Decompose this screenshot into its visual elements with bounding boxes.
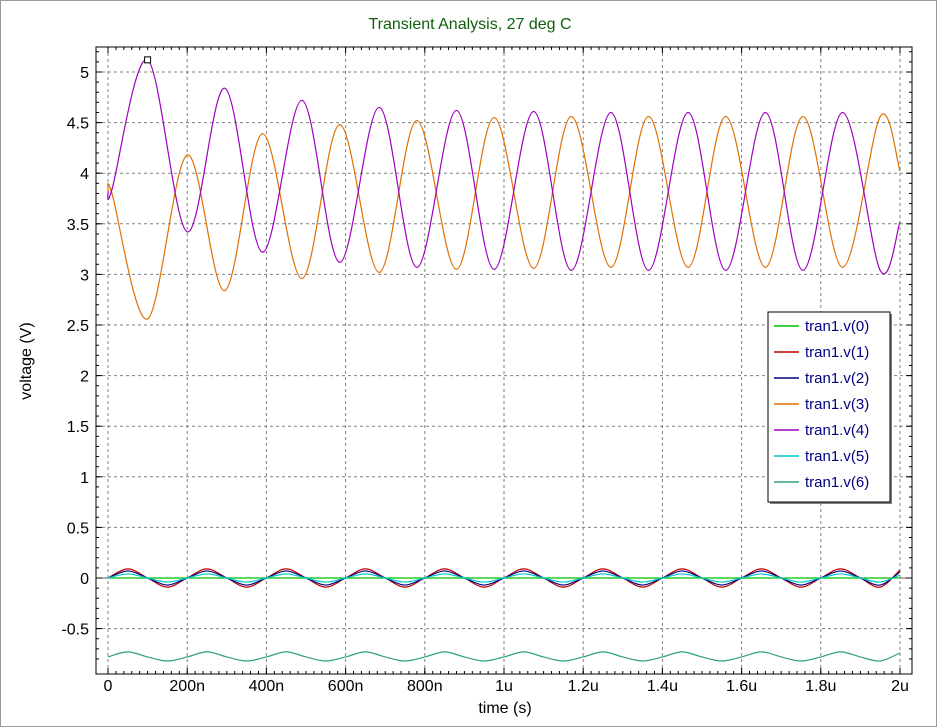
legend-entry-label: tran1.v(5) bbox=[805, 448, 869, 465]
x-tick-label: 1.6u bbox=[726, 678, 757, 695]
y-tick-label: 0 bbox=[80, 571, 89, 588]
chart-title: Transient Analysis, 27 deg C bbox=[368, 16, 571, 33]
series-group bbox=[107, 56, 901, 662]
y-tick-label: 3.5 bbox=[67, 217, 89, 234]
y-tick-label: 5 bbox=[80, 65, 89, 82]
legend-entry-label: tran1.v(1) bbox=[805, 344, 869, 361]
legend-entry-label: tran1.v(0) bbox=[805, 318, 869, 335]
series-line-3 bbox=[107, 113, 901, 320]
x-axis: 0 200n 400n 600n 800n 1u 1.2u 1.4u 1.6u 1.8u 2u bbox=[104, 47, 909, 695]
x-tick-label: 400n bbox=[249, 678, 285, 695]
y-tick-label: 2.5 bbox=[67, 318, 89, 335]
series-line-6 bbox=[107, 651, 901, 662]
y-axis-label: voltage (V) bbox=[18, 322, 35, 399]
y-tick-label: 1 bbox=[80, 470, 89, 487]
legend-entry-label: tran1.v(6) bbox=[805, 474, 869, 491]
cursor-marker[interactable] bbox=[144, 56, 152, 64]
legend-entry-label: tran1.v(3) bbox=[805, 396, 869, 413]
y-tick-label: 1.5 bbox=[67, 419, 89, 436]
x-tick-label: 200n bbox=[169, 678, 205, 695]
x-tick-label: 1.8u bbox=[805, 678, 836, 695]
legend[interactable]: tran1.v(0) tran1.v(1) tran1.v(2) tran1.v(3)… bbox=[767, 311, 892, 504]
y-tick-label: 4.5 bbox=[67, 116, 89, 133]
x-tick-label: 800n bbox=[407, 678, 443, 695]
x-tick-label: 1u bbox=[495, 678, 513, 695]
x-axis-label: time (s) bbox=[478, 700, 531, 717]
x-tick-label: 0 bbox=[104, 678, 113, 695]
x-tick-label: 600n bbox=[328, 678, 364, 695]
y-tick-label: 0.5 bbox=[67, 520, 89, 537]
y-tick-label: 2 bbox=[80, 369, 89, 386]
legend-entry-label: tran1.v(2) bbox=[805, 370, 869, 387]
series-line-5 bbox=[107, 573, 901, 583]
legend-entry-label: tran1.v(4) bbox=[805, 422, 869, 439]
x-tick-label: 1.4u bbox=[647, 678, 678, 695]
y-tick-label: 3 bbox=[80, 267, 89, 284]
series-line-4 bbox=[107, 59, 901, 275]
y-axis: -0.5 0 0.5 1 1.5 2 2.5 3 3.5 4 4.5 5 bbox=[61, 51, 912, 660]
y-tick-label: -0.5 bbox=[61, 622, 89, 639]
x-tick-label: 2u bbox=[891, 678, 909, 695]
x-tick-label: 1.2u bbox=[568, 678, 599, 695]
legend-box bbox=[767, 311, 891, 503]
y-tick-label: 4 bbox=[80, 166, 89, 183]
